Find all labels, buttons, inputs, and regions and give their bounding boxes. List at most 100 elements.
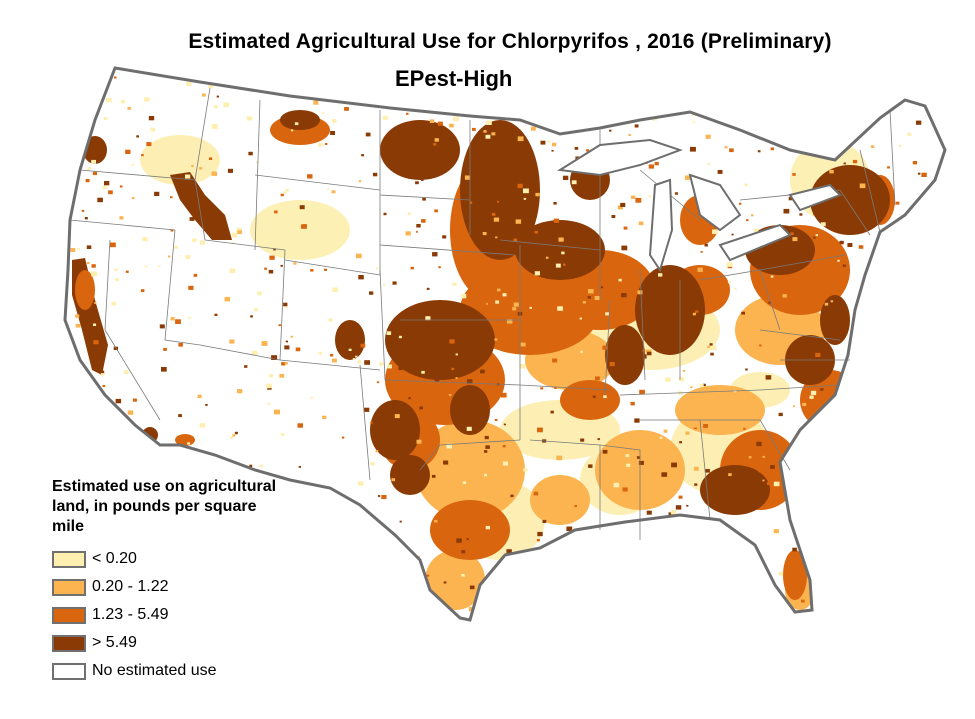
usage-speckle [403, 91, 407, 94]
usage-speckle [398, 366, 403, 371]
usage-speckle [881, 607, 884, 610]
usage-speckle [564, 609, 570, 614]
usage-speckle [594, 296, 600, 300]
usage-speckle [847, 387, 851, 390]
usage-speckle [142, 237, 148, 242]
usage-speckle [425, 316, 431, 321]
usage-speckle [909, 218, 916, 223]
usage-speckle [189, 217, 195, 221]
usage-speckle [435, 323, 439, 326]
usage-speckle [896, 490, 899, 493]
map-title: Estimated Agricultural Use for Chlorpyri… [188, 30, 832, 53]
usage-speckle [787, 616, 790, 619]
usage-speckle [82, 91, 86, 95]
usage-speckle [762, 455, 765, 458]
usage-speckle [178, 167, 185, 173]
usage-speckle [636, 456, 641, 459]
usage-speckle [860, 321, 867, 326]
usage-speckle [141, 154, 144, 157]
usage-speckle [285, 340, 288, 343]
usage-speckle [248, 151, 253, 156]
usage-speckle [341, 92, 344, 95]
usage-speckle [313, 100, 319, 105]
usage-speckle [364, 407, 370, 412]
usage-speckle [467, 531, 472, 535]
usage-speckle [648, 76, 653, 80]
usage-speckle [339, 334, 342, 337]
usage-speckle [534, 271, 540, 276]
usage-speckle [163, 348, 167, 351]
usage-speckle [432, 252, 438, 257]
usage-speckle [696, 106, 703, 112]
usage-speckle [547, 140, 551, 143]
usage-speckle [858, 515, 861, 518]
usage-speckle [474, 213, 480, 218]
usage-speckle [188, 198, 193, 202]
usage-speckle [911, 246, 915, 249]
usage-speckle [547, 595, 552, 599]
usage-speckle [601, 582, 605, 585]
usage-speckle [494, 338, 498, 341]
usage-speckle [330, 353, 334, 357]
usage-speckle [324, 517, 329, 521]
usage-speckle [513, 302, 519, 307]
usage-speckle [199, 167, 203, 170]
usage-speckle [227, 168, 233, 173]
usage-speckle [638, 460, 644, 465]
legend-label-none: No estimated use [92, 662, 217, 679]
usage-speckle [372, 85, 376, 88]
usage-speckle [335, 247, 339, 250]
usage-speckle [484, 435, 489, 440]
usage-speckle [891, 408, 897, 412]
usage-speckle [456, 538, 462, 543]
usage-speckle [571, 180, 577, 185]
usage-speckle [911, 310, 917, 314]
usage-speckle [443, 460, 449, 465]
usage-speckle [802, 402, 807, 407]
usage-speckle [536, 610, 539, 612]
usage-speckle [284, 305, 288, 308]
usage-speckle [462, 481, 467, 485]
usage-speckle [242, 472, 245, 475]
usage-speckle [250, 315, 253, 318]
usage-speckle [115, 278, 119, 282]
usage-speckle [74, 392, 80, 397]
usage-speckle [602, 449, 608, 454]
usage-speckle [451, 367, 455, 370]
usage-speckle [419, 598, 425, 603]
usage-speckle [188, 285, 194, 290]
usage-speckle [497, 288, 501, 292]
usage-speckle [678, 495, 683, 499]
usage-speckle [485, 134, 491, 139]
usage-speckle [102, 384, 106, 387]
usage-speckle [352, 358, 356, 360]
usage-speckle [597, 438, 600, 441]
usage-speckle [406, 112, 409, 115]
usage-speckle [369, 291, 374, 295]
usage-speckle [647, 351, 652, 356]
usage-speckle [633, 608, 637, 611]
usage-speckle [433, 143, 437, 146]
usage-speckle [768, 301, 771, 304]
usage-speckle [912, 161, 918, 165]
usage-speckle [357, 90, 360, 92]
usage-speckle [431, 529, 437, 534]
usage-speckle [843, 480, 847, 484]
usage-speckle [758, 470, 762, 473]
usage-speckle [923, 359, 927, 363]
usage-speckle [364, 360, 370, 365]
usage-speckle [281, 362, 286, 366]
usage-speckle [724, 146, 728, 149]
usage-speckle [185, 174, 191, 179]
usage-speckle [906, 410, 910, 413]
usage-speckle [602, 115, 609, 120]
usage-speckle [290, 335, 293, 338]
usage-speckle [106, 98, 112, 103]
usage-speckle [284, 362, 288, 365]
usage-speckle [216, 95, 219, 98]
usage-speckle [174, 245, 178, 249]
usage-speckle [389, 91, 393, 95]
usage-speckle [451, 431, 456, 436]
usage-speckle [661, 472, 668, 477]
usage-speckle [491, 132, 496, 136]
